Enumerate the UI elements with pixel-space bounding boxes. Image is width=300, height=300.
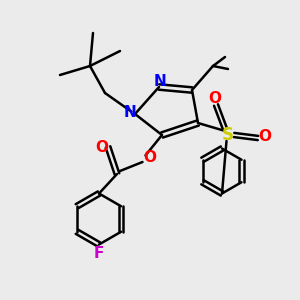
- Text: S: S: [222, 126, 234, 144]
- Text: F: F: [94, 246, 104, 261]
- Text: O: O: [95, 140, 108, 154]
- Text: O: O: [208, 91, 221, 106]
- Text: N: N: [123, 105, 136, 120]
- Text: O: O: [143, 150, 157, 165]
- Text: N: N: [153, 74, 166, 88]
- Text: O: O: [258, 129, 271, 144]
